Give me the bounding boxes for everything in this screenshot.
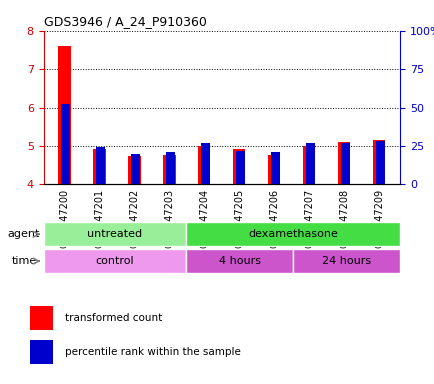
Text: GDS3946 / A_24_P910360: GDS3946 / A_24_P910360 (43, 15, 206, 28)
Bar (30, 340, 53, 364)
Bar (43, 222, 186, 247)
Bar (93, 149, 105, 184)
Text: transformed count: transformed count (65, 313, 162, 323)
Bar (293, 249, 399, 273)
Bar (61, 104, 70, 184)
Bar (270, 152, 279, 184)
Bar (30, 306, 53, 330)
Bar (43, 249, 186, 273)
Bar (198, 146, 210, 184)
Bar (375, 141, 384, 184)
Bar (58, 46, 70, 184)
Text: 4 hours: 4 hours (218, 256, 260, 266)
Bar (233, 149, 245, 184)
Text: percentile rank within the sample: percentile rank within the sample (65, 347, 240, 357)
Bar (128, 156, 140, 184)
Bar (306, 143, 314, 184)
Text: untreated: untreated (87, 229, 142, 239)
Text: 24 hours: 24 hours (322, 256, 370, 266)
Bar (131, 154, 140, 184)
Bar (337, 142, 349, 184)
Bar (236, 151, 244, 184)
Bar (163, 155, 175, 184)
Bar (166, 152, 174, 184)
Bar (186, 249, 293, 273)
Bar (372, 140, 385, 184)
Text: control: control (95, 256, 134, 266)
Text: agent: agent (8, 229, 40, 239)
Bar (186, 222, 399, 247)
Text: dexamethasone: dexamethasone (248, 229, 337, 239)
Bar (268, 155, 280, 184)
Bar (96, 147, 105, 184)
Bar (201, 143, 210, 184)
Bar (302, 146, 315, 184)
Bar (340, 143, 349, 184)
Text: time: time (11, 256, 36, 266)
